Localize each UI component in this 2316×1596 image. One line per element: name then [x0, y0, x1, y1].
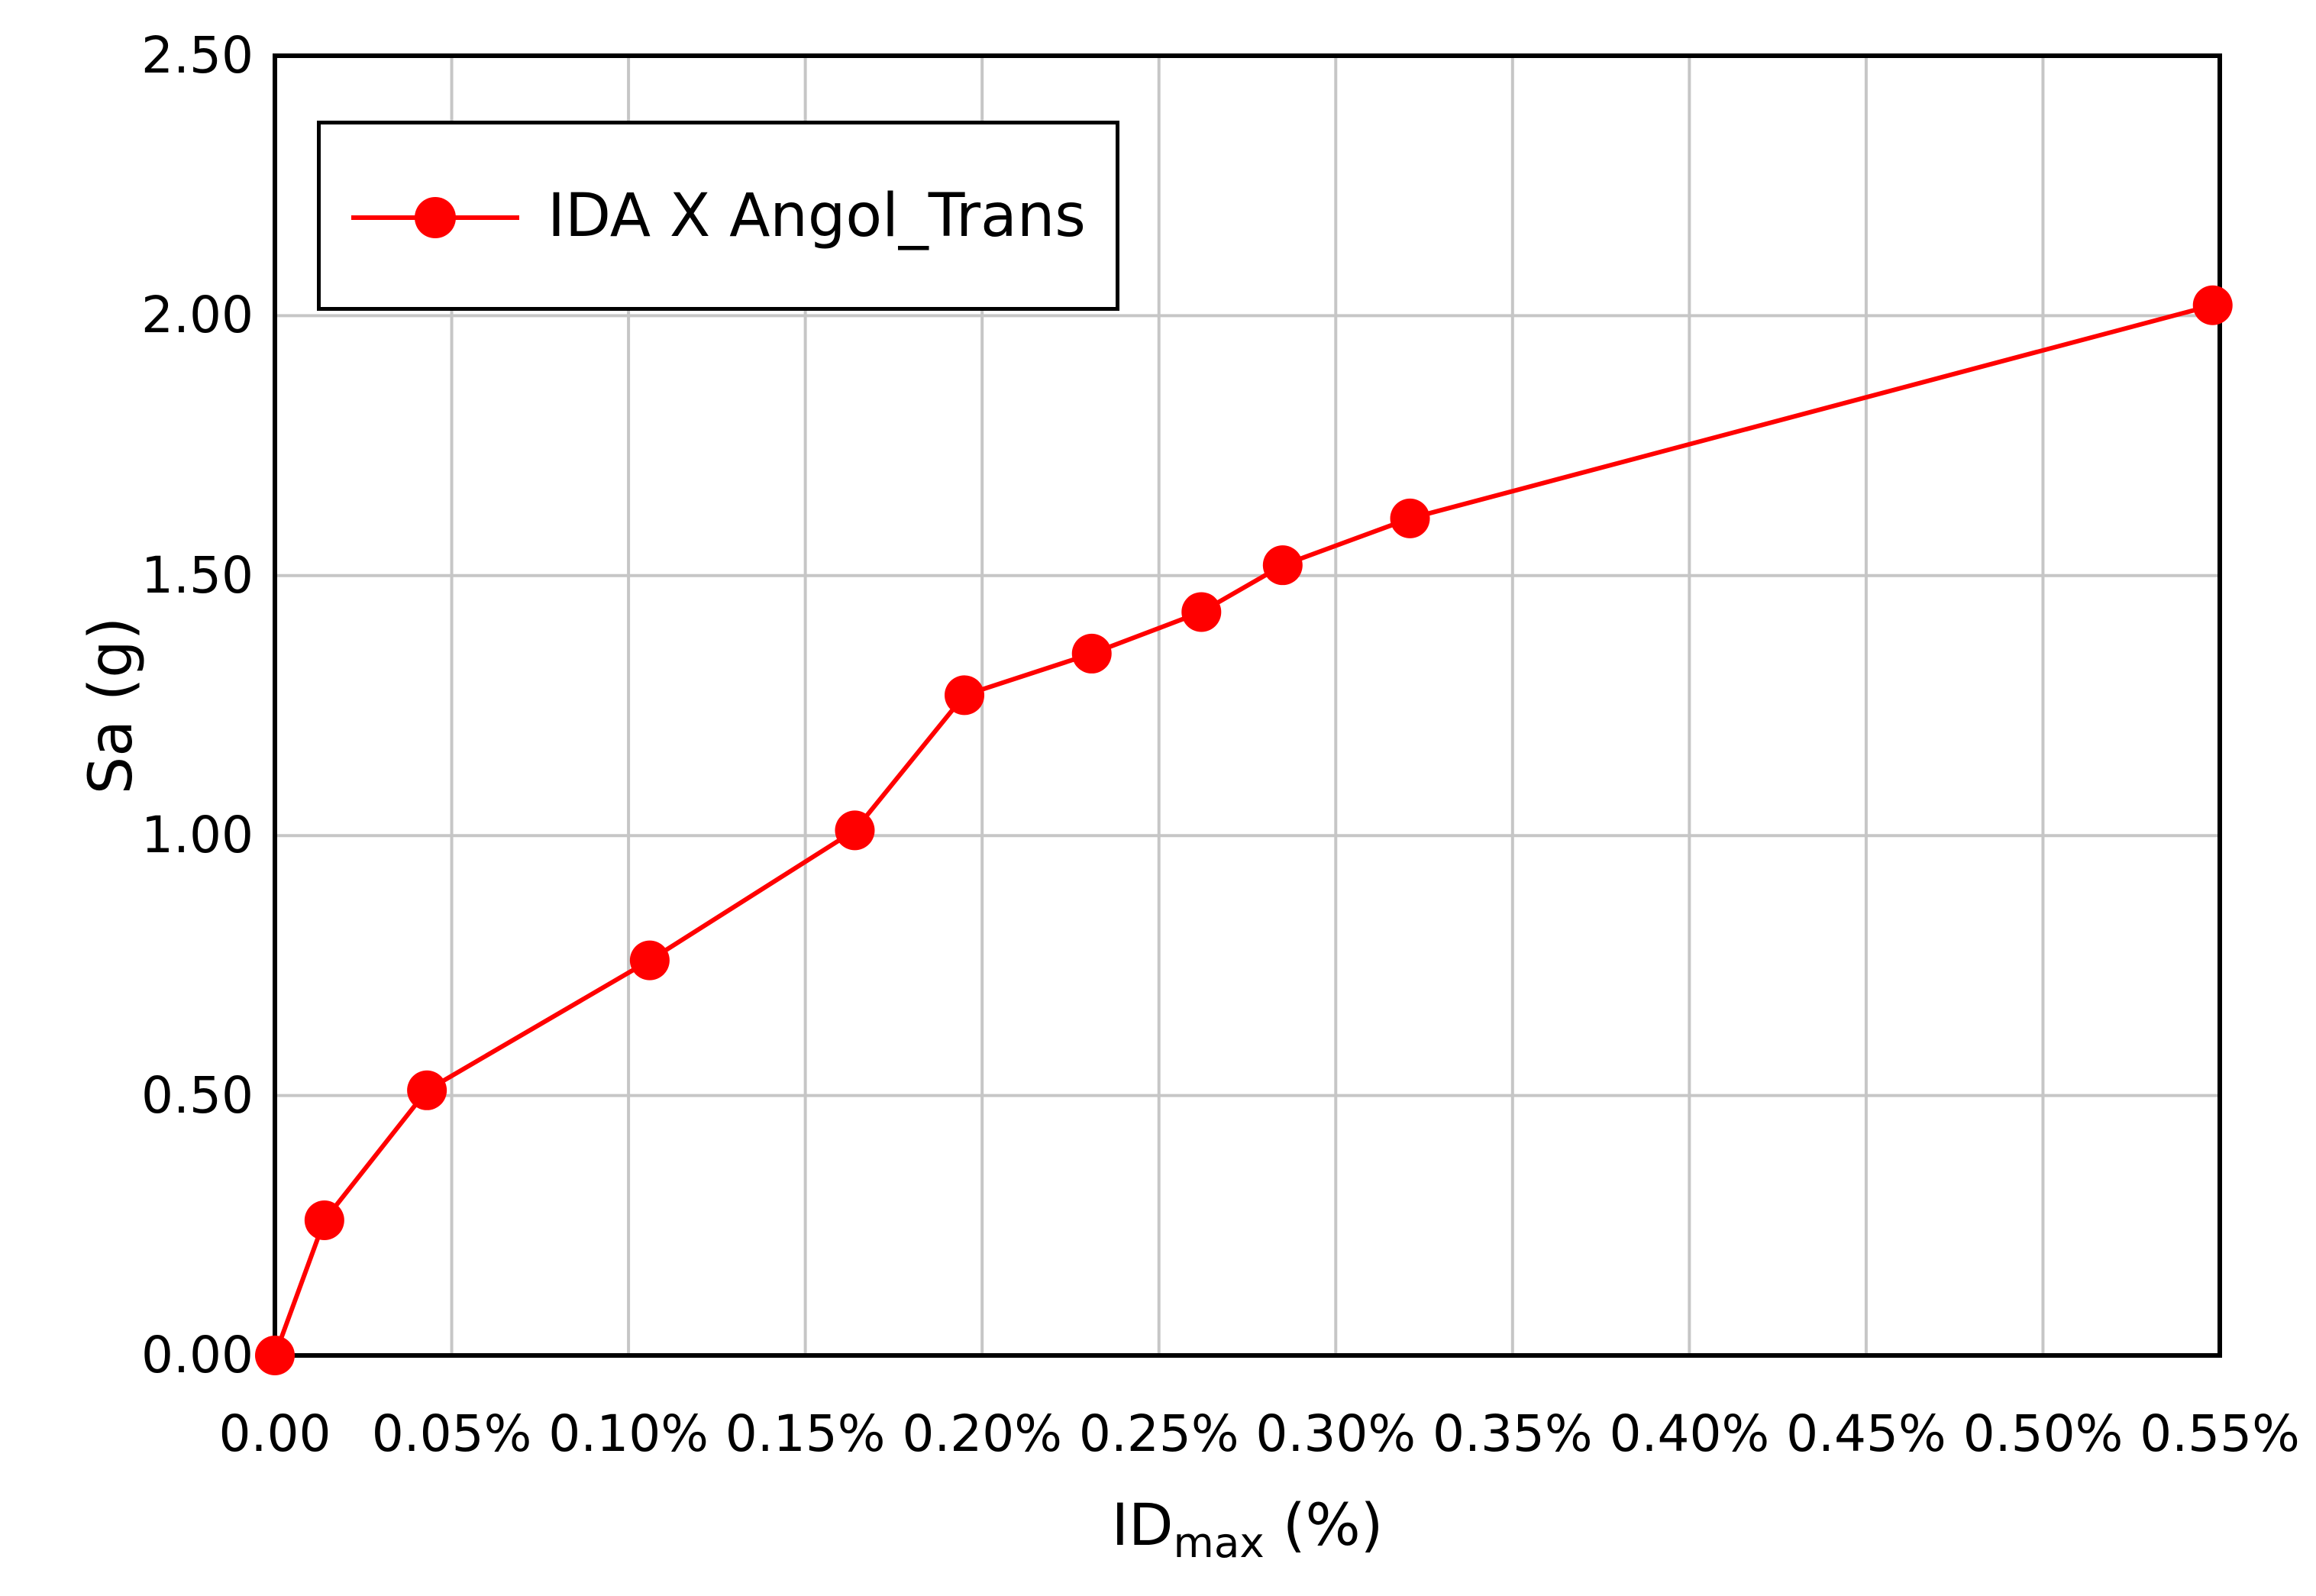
x-tick-label: 0.25%	[1078, 1404, 1239, 1463]
data-point-marker	[1181, 592, 1222, 632]
data-point-marker	[1071, 633, 1112, 674]
data-point-marker	[255, 1336, 295, 1375]
x-tick-label: 0.05%	[371, 1404, 532, 1463]
data-point-marker	[1390, 498, 1430, 538]
data-line	[273, 302, 2214, 1357]
data-point-marker	[304, 1200, 344, 1240]
data-point-marker	[629, 940, 670, 981]
x-tick-label: 0.10%	[548, 1404, 709, 1463]
x-tick-label: 0.35%	[1432, 1404, 1593, 1463]
y-tick-label: 1.00	[141, 806, 254, 865]
y-tick-label: 1.50	[141, 545, 254, 605]
x-axis-title-subscript: max	[1173, 1518, 1265, 1568]
plot-border	[273, 53, 2222, 1358]
x-tick-label: 0.15%	[725, 1404, 886, 1463]
x-tick-label: 0.00	[218, 1404, 331, 1463]
legend-series-label: IDA X Angol_Trans	[548, 181, 1086, 250]
x-tick-label: 0.55%	[2140, 1404, 2300, 1463]
y-axis-title: Sa (g)	[77, 616, 147, 795]
y-tick-label: 2.00	[141, 286, 254, 345]
legend: IDA X Angol_Trans	[317, 121, 1119, 311]
x-axis-title: IDmax (%)	[275, 1491, 2220, 1564]
x-tick-label: 0.40%	[1609, 1404, 1770, 1463]
y-tick-label: 0.50	[141, 1065, 254, 1125]
data-point-marker	[407, 1070, 447, 1110]
x-tick-label: 0.45%	[1786, 1404, 1946, 1463]
data-point-marker	[835, 810, 875, 851]
x-tick-label: 0.50%	[1962, 1404, 2124, 1463]
y-tick-label: 2.50	[141, 26, 254, 85]
data-point-marker	[1262, 545, 1303, 586]
legend-marker-icon	[415, 197, 456, 238]
x-tick-label: 0.30%	[1255, 1404, 1416, 1463]
data-point-marker	[2192, 285, 2233, 325]
data-point-marker	[945, 675, 985, 716]
x-axis-title-unit: (%)	[1282, 1491, 1384, 1559]
x-tick-label: 0.20%	[902, 1404, 1062, 1463]
y-tick-label: 0.00	[141, 1326, 254, 1384]
x-axis-title-main: ID	[1111, 1491, 1174, 1559]
